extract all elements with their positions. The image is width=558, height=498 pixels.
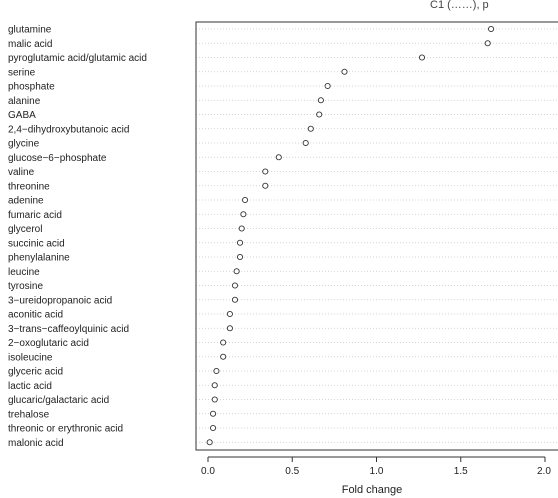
data-point [220,339,227,346]
x-axis-label: Fold change [342,484,403,496]
data-point [211,382,218,389]
data-point [488,25,495,33]
data-point [317,97,324,104]
data-point [231,296,239,303]
data-points [206,25,495,446]
data-point [210,410,217,417]
x-tick-label: 1.0 [370,466,384,477]
data-point [226,310,233,318]
category-label: leucine [8,267,40,278]
category-label: glycerol [8,224,42,235]
data-point [211,396,218,403]
category-label: glyceric acid [8,367,63,378]
data-point [233,268,240,275]
category-label: threonic or erythronic acid [8,424,123,435]
data-point [236,253,244,261]
category-label: fumaric acid [8,210,62,221]
grid-lines [196,28,558,443]
category-label: GABA [8,110,36,121]
category-label: phenylalanine [8,253,70,264]
category-label: adenine [8,196,44,207]
data-point [302,139,309,147]
category-label: valine [8,167,35,178]
category-label: glucose−6−phosphate [8,153,107,164]
category-label: pyroglutamic acid/glutamic acid [8,53,147,64]
plot-area [195,21,558,451]
category-label: isoleucine [8,352,53,363]
category-label: 2−oxoglutaric acid [8,338,89,349]
data-point [324,82,331,90]
data-point [206,439,213,446]
data-point [307,125,314,132]
data-point [231,282,239,289]
data-point [316,111,323,118]
data-point [213,367,220,375]
data-point [236,239,244,246]
data-point [262,182,269,189]
category-label: 2,4−dihydroxybutanoic acid [8,124,129,135]
category-label: serine [8,67,36,78]
data-point [240,211,247,218]
data-point [210,424,217,432]
data-point [238,225,245,232]
category-label: aconitic acid [8,310,63,321]
data-point [341,68,348,75]
category-label: malic acid [8,39,52,50]
category-label: 3−ureidopropanoic acid [8,295,112,306]
category-label: alanine [8,96,41,107]
data-point [484,40,491,47]
category-label: trehalose [8,409,50,420]
category-label: glutamine [8,25,52,36]
category-label: lactic acid [8,381,52,392]
category-labels: glutamine malic acid pyroglutamic acid/glu… [8,25,147,449]
category-label: tyrosine [8,281,43,292]
category-label: phosphate [8,82,55,93]
data-point [226,325,233,332]
x-axis: 0.0 0.5 1.0 1.5 2.0 [201,456,551,477]
chart-title-fragment: C1 (……), p [430,0,489,11]
category-label: 3−trans−caffeoylquinic acid [8,324,129,335]
x-tick-label: 0.0 [201,466,215,477]
data-point [262,168,269,175]
x-tick-label: 2.0 [537,466,551,477]
category-label: glucaric/galactaric acid [8,395,109,406]
data-point [242,196,249,204]
category-label: glycine [8,139,40,150]
category-label: malonic acid [8,438,64,449]
data-point [418,54,426,61]
category-label: threonine [8,181,50,192]
data-point [220,353,227,360]
category-label: succinic acid [8,238,65,249]
x-tick-label: 1.5 [454,466,468,477]
data-point [275,154,282,161]
x-tick-label: 0.5 [285,466,299,477]
